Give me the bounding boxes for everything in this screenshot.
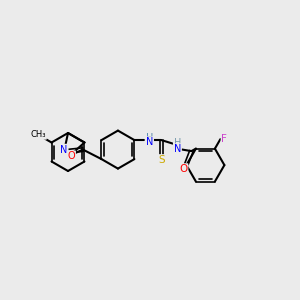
- Text: H: H: [174, 138, 181, 148]
- Text: H: H: [146, 133, 153, 143]
- Text: O: O: [68, 151, 75, 161]
- Text: S: S: [158, 155, 165, 165]
- Text: CH₃: CH₃: [31, 130, 46, 139]
- Text: N: N: [174, 144, 181, 154]
- Text: N: N: [146, 137, 153, 147]
- Text: O: O: [179, 164, 188, 174]
- Text: N: N: [60, 145, 68, 154]
- Text: F: F: [221, 134, 227, 144]
